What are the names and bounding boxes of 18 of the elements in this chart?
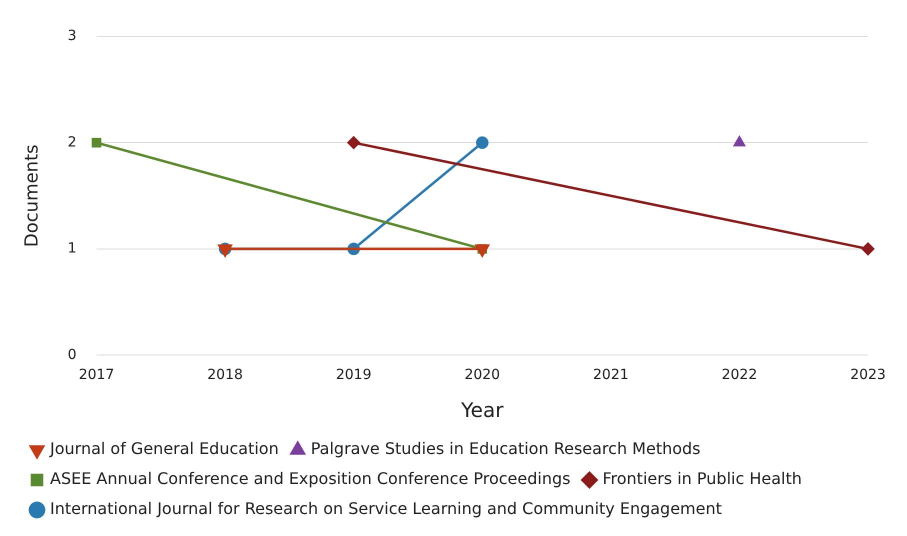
x-tick-label: 2017 <box>78 367 114 384</box>
y-tick-label: 0 <box>68 346 77 363</box>
y-tick-label: 3 <box>68 28 77 44</box>
y-axis-title: Documents <box>21 144 42 248</box>
x-tick-label: 2020 <box>464 367 500 384</box>
x-axis-title: Year <box>460 398 504 422</box>
legend-label: International Journal for Research on Service Learning and Community Engagement <box>50 499 722 518</box>
y-tick-label: 2 <box>68 134 77 150</box>
x-tick-label: 2022 <box>722 367 758 384</box>
x-tick-label: 2019 <box>336 367 372 384</box>
legend-label: Palgrave Studies in Education Research Methods <box>310 439 701 458</box>
legend-label: Journal of General Education <box>49 439 279 458</box>
legend-label: ASEE Annual Conference and Exposition Conference Proceedings <box>50 469 570 488</box>
y-tick-label: 1 <box>68 240 77 257</box>
x-tick-label: 2018 <box>207 367 243 384</box>
x-tick-label: 2023 <box>850 367 886 384</box>
x-tick-label: 2021 <box>593 367 629 384</box>
legend-label: Frontiers in Public Health <box>602 469 802 488</box>
